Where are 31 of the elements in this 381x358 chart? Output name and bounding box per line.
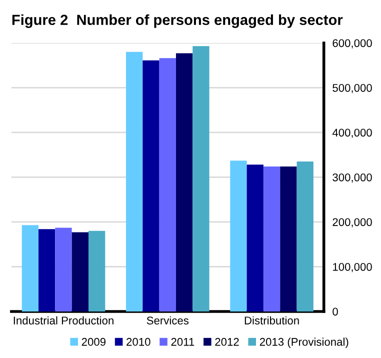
- y-tick-label: 0: [332, 308, 338, 316]
- y-tick-label: 100,000: [333, 262, 372, 272]
- x-tick-label: Distribution: [244, 316, 299, 324]
- chart-title: Figure 2 Number of persons engaged by sector: [12, 14, 343, 28]
- y-tick-label: 400,000: [332, 128, 372, 138]
- bar: [126, 52, 143, 312]
- bar: [38, 229, 56, 312]
- bar: [22, 225, 39, 312]
- bar: [142, 60, 160, 312]
- y-tick-label: 300,000: [332, 173, 372, 183]
- legend-label: 2012: [215, 338, 239, 346]
- legend-label: 2013 (Provisional): [260, 338, 348, 348]
- bar: [176, 53, 193, 312]
- bar: [192, 46, 210, 312]
- bar: [72, 232, 88, 312]
- bar: [280, 166, 297, 312]
- legend-label: 2011: [171, 338, 194, 346]
- bar: [88, 230, 106, 312]
- bar: [296, 162, 314, 312]
- legend-label: 2009: [82, 338, 106, 346]
- bar: [230, 160, 247, 312]
- y-tick-label: 200,000: [332, 218, 372, 228]
- bar: [159, 58, 176, 312]
- y-tick-label: 600,000: [332, 39, 372, 48]
- x-tick-label: Services: [146, 316, 189, 324]
- bar: [55, 228, 72, 312]
- y-tick-label: 500,000: [332, 84, 372, 94]
- bar: [246, 164, 264, 312]
- legend-label: 2010: [126, 338, 150, 346]
- x-tick-label: Industrial Production: [14, 316, 114, 324]
- bar: [263, 166, 280, 312]
